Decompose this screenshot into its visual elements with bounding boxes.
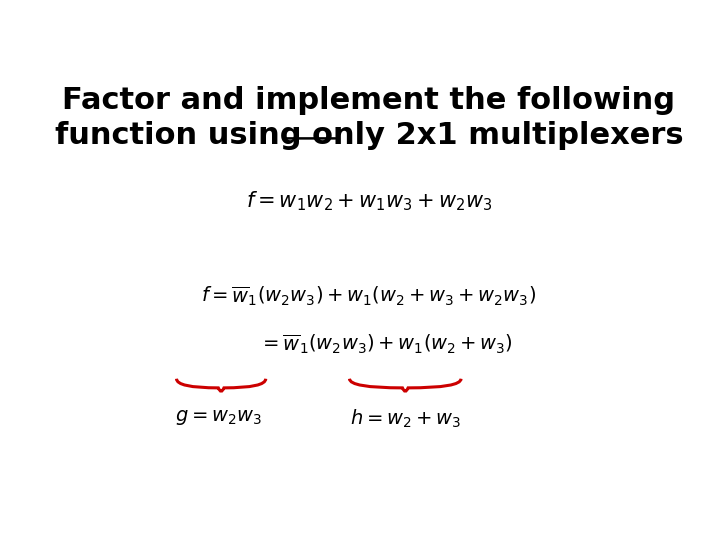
Text: Factor and implement the following: Factor and implement the following <box>63 85 675 114</box>
Text: $f = \overline{w}_1(w_2w_3) + w_1(w_2 + w_3 + w_2w_3)$: $f = \overline{w}_1(w_2w_3) + w_1(w_2 + … <box>202 285 536 308</box>
Text: $f = w_1w_2 + w_1w_3 + w_2w_3$: $f = w_1w_2 + w_1w_3 + w_2w_3$ <box>246 190 492 213</box>
Text: $h = w_2 + w_3$: $h = w_2 + w_3$ <box>350 408 461 430</box>
Text: $g = w_2w_3$: $g = w_2w_3$ <box>175 408 262 427</box>
Text: $= \overline{w}_1(w_2w_3) + w_1(w_2 + w_3)$: $= \overline{w}_1(w_2w_3) + w_1(w_2 + w_… <box>258 333 513 356</box>
Text: function using only 2x1 multiplexers: function using only 2x1 multiplexers <box>55 121 683 150</box>
